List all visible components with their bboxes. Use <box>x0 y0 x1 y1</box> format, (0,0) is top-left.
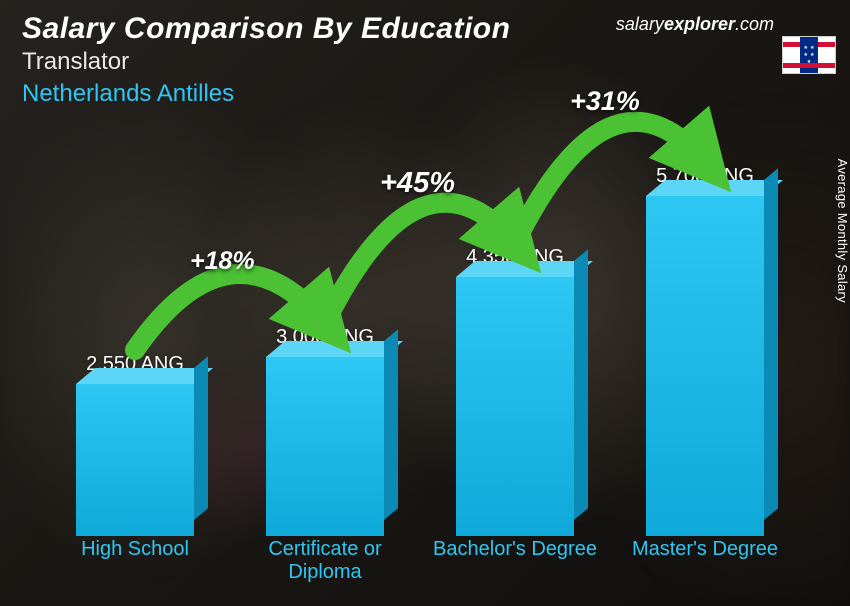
bar-group: 5,700 ANG <box>610 165 800 536</box>
bar <box>456 277 574 536</box>
chart-subtitle: Translator <box>22 48 510 76</box>
brand-suffix: .com <box>735 14 774 34</box>
bar-group: 3,000 ANG <box>230 326 420 536</box>
bar <box>266 357 384 536</box>
category-label: Bachelor's Degree <box>420 538 610 588</box>
y-axis-label: Average Monthly Salary <box>835 159 850 303</box>
brand-prefix: salary <box>616 14 664 34</box>
category-label: Master's Degree <box>610 538 800 588</box>
bar <box>646 196 764 536</box>
chart-location: Netherlands Antilles <box>22 80 510 108</box>
bar-group: 4,350 ANG <box>420 246 610 536</box>
bar-group: 2,550 ANG <box>40 353 230 536</box>
bar <box>76 384 194 536</box>
brand-bold: explorer <box>664 14 735 34</box>
category-label: High School <box>40 538 230 588</box>
country-flag: ★★★★★ <box>782 36 836 74</box>
bar-chart: 2,550 ANG3,000 ANG4,350 ANG5,700 ANG Hig… <box>40 108 800 588</box>
brand-watermark: salaryexplorer.com <box>616 14 774 35</box>
header: Salary Comparison By Education Translato… <box>22 12 510 108</box>
category-label: Certificate or Diploma <box>230 538 420 588</box>
chart-title: Salary Comparison By Education <box>22 12 510 46</box>
